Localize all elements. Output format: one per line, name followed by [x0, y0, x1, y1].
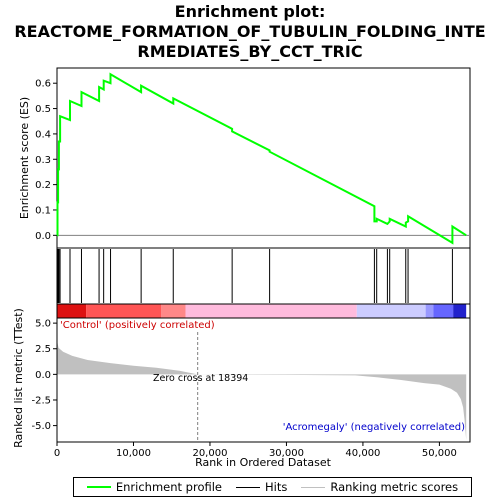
band-segment	[433, 304, 454, 318]
metric-layer: 5.0 2.5 0.0 -2.5 -5.0 0 10,000 20,000 30,000 40,0…	[31, 319, 467, 459]
es-ytick-label: 0.2	[35, 180, 51, 191]
legend: Enrichment profile Hits Ranking metric s…	[73, 477, 472, 497]
enrichment-profile-line	[56, 72, 467, 245]
negative-correlation-label: 'Acromegaly' (negatively correlated)	[283, 422, 465, 433]
metric-ytick-label: 2.5	[35, 344, 51, 355]
hits-layer	[56, 249, 453, 303]
band-segment	[425, 304, 434, 318]
legend-item-enrichment: Enrichment profile	[86, 480, 223, 494]
es-layer: 0.0 0.1 0.2 0.3 0.4 0.5 0.6	[35, 72, 470, 245]
hits-line-swatch	[236, 486, 261, 488]
legend-item-metric: Ranking metric scores	[301, 480, 458, 494]
band-segment	[161, 304, 186, 318]
es-ytick-label: 0.5	[35, 104, 51, 115]
xtick-label: 20,000	[192, 448, 227, 459]
positive-correlation-label: 'Control' (positively correlated)	[60, 320, 215, 331]
es-ytick-label: 0.6	[35, 79, 51, 90]
band-segment	[86, 304, 162, 318]
band-segment	[453, 304, 467, 318]
metric-ytick-label: -5.0	[31, 421, 51, 432]
metric-ytick-label: 0.0	[35, 370, 51, 381]
enrichment-line-swatch	[86, 486, 111, 488]
legend-item-hits: Hits	[236, 480, 287, 494]
xtick-label: 30,000	[269, 448, 304, 459]
legend-label-hits: Hits	[265, 480, 288, 494]
zero-cross-label: Zero cross at 18394	[153, 373, 248, 384]
title-line-1: Enrichment plot:	[174, 2, 326, 21]
xtick-label: 50,000	[422, 448, 457, 459]
xtick-label: 40,000	[345, 448, 380, 459]
es-y-axis-label: Enrichment score (ES)	[18, 97, 31, 219]
title-line-2: REACTOME_FORMATION_OF_TUBULIN_FOLDING_IN…	[14, 22, 486, 41]
metric-ytick-label: -2.5	[31, 395, 51, 406]
legend-label-metric: Ranking metric scores	[330, 480, 459, 494]
title-line-3: RMEDIATES_BY_CCT_TRIC	[137, 42, 363, 61]
band-segment	[57, 304, 87, 318]
hits-panel-frame	[56, 247, 471, 305]
es-ytick-label: 0.3	[35, 155, 51, 166]
es-ytick-label: 0.4	[35, 129, 51, 140]
metric-y-axis-label: Ranked list metric (TTest)	[12, 308, 25, 448]
es-ytick-label: 0.0	[35, 231, 51, 242]
es-panel-frame	[56, 67, 471, 249]
chart-title: Enrichment plot: REACTOME_FORMATION_OF_T…	[0, 2, 500, 62]
metric-line-swatch	[301, 486, 326, 488]
x-axis-label: Rank in Ordered Dataset	[195, 456, 332, 469]
metric-ytick-label: 5.0	[35, 319, 51, 330]
xtick-label: 0	[54, 448, 60, 459]
legend-label-enrichment: Enrichment profile	[115, 480, 223, 494]
band-segment	[185, 304, 357, 318]
band-segment	[356, 304, 426, 318]
metric-panel-border	[56, 317, 471, 443]
es-ytick-label: 0.1	[35, 205, 51, 216]
xtick-label: 10,000	[116, 448, 151, 459]
rank-color-band	[57, 304, 467, 318]
